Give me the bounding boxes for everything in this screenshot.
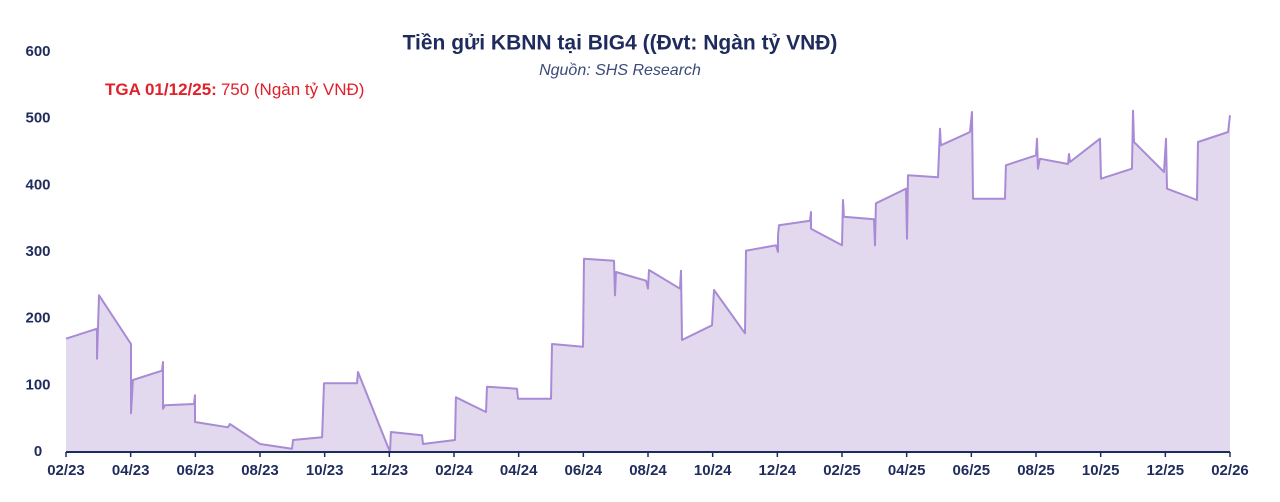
y-tick-label: 200 bbox=[25, 310, 50, 327]
x-tick-label: 10/24 bbox=[694, 462, 732, 479]
x-tick-label: 04/25 bbox=[888, 462, 926, 479]
x-tick-label: 06/23 bbox=[177, 462, 215, 479]
chart-title: Tiền gửi KBNN tại BIG4 ((Đvt: Ngàn tỷ VN… bbox=[403, 32, 838, 55]
x-tick-label: 08/24 bbox=[629, 462, 667, 479]
y-tick-label: 600 bbox=[25, 43, 50, 60]
x-tick-label: 06/25 bbox=[953, 462, 991, 479]
x-tick-label: 02/25 bbox=[823, 462, 861, 479]
x-tick-label: 02/26 bbox=[1211, 462, 1249, 479]
line bbox=[65, 109, 1231, 453]
x-tick-label: 10/23 bbox=[306, 462, 344, 479]
y-tick-label: 0 bbox=[34, 443, 42, 460]
x-tick-label: 04/24 bbox=[500, 462, 538, 479]
x-tick-label: 04/23 bbox=[112, 462, 150, 479]
x-tick-label: 12/23 bbox=[371, 462, 409, 479]
chart-subtitle: Nguồn: SHS Research bbox=[539, 62, 701, 79]
x-tick-label: 06/24 bbox=[565, 462, 603, 479]
annotation-label: TGA 01/12/25: bbox=[105, 80, 217, 99]
x-tick-label: 08/25 bbox=[1017, 462, 1055, 479]
y-tick-label: 300 bbox=[25, 243, 50, 260]
annotation: TGA 01/12/25: 750 (Ngàn tỷ VNĐ) bbox=[105, 80, 364, 99]
annotation-text: 750 (Ngàn tỷ VNĐ) bbox=[221, 80, 365, 99]
x-tick-label: 08/23 bbox=[241, 462, 279, 479]
x-tick-label: 02/24 bbox=[435, 462, 473, 479]
x-tick-label: 12/24 bbox=[759, 462, 797, 479]
y-tick-label: 400 bbox=[25, 176, 50, 193]
area bbox=[66, 110, 1230, 452]
x-tick-label: 12/25 bbox=[1147, 462, 1185, 479]
x-tick-label: 10/25 bbox=[1082, 462, 1120, 479]
x-tick-label: 02/23 bbox=[47, 462, 85, 479]
y-tick-label: 500 bbox=[25, 110, 50, 127]
y-tick-label: 100 bbox=[25, 376, 50, 393]
